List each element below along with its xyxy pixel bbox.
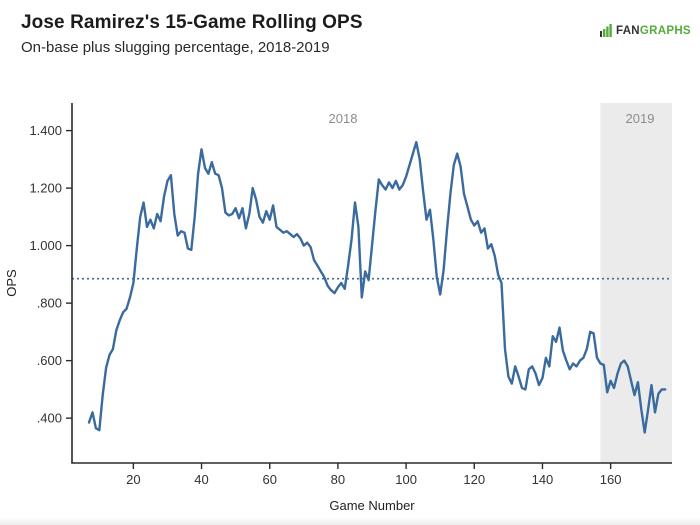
fangraphs-icon [600, 24, 612, 37]
svg-text:60: 60 [262, 472, 276, 487]
svg-text:.400: .400 [37, 411, 62, 426]
fangraphs-logo: FANGRAPHS [600, 24, 691, 37]
svg-text:1.200: 1.200 [29, 181, 62, 196]
rolling-ops-line [87, 140, 667, 434]
svg-text:.600: .600 [37, 353, 62, 368]
svg-text:.800: .800 [37, 296, 62, 311]
svg-text:1.000: 1.000 [29, 238, 62, 253]
svg-text:80: 80 [331, 472, 345, 487]
svg-text:140: 140 [532, 472, 554, 487]
annotation-2019: 2019 [626, 111, 655, 126]
x-axis-title: Game Number [329, 498, 415, 513]
chart-header: Jose Ramirez's 15-Game Rolling OPS On-ba… [21, 12, 363, 56]
page-bottom-edge [0, 517, 700, 525]
fangraphs-wordmark: FANGRAPHS [616, 25, 691, 37]
svg-text:1.400: 1.400 [29, 123, 62, 138]
y-axis-ticks: .400 .600 .800 1.000 1.200 1.400 [29, 123, 72, 426]
annotation-2018: 2018 [329, 111, 358, 126]
chart-area: 2018 2019 .400 .600 .800 1.000 1.200 1.400 20… [0, 86, 700, 519]
page-title: Jose Ramirez's 15-Game Rolling OPS [21, 12, 363, 33]
svg-text:100: 100 [395, 472, 417, 487]
svg-text:40: 40 [194, 472, 208, 487]
svg-text:20: 20 [126, 472, 140, 487]
page-subtitle: On-base plus slugging percentage, 2018-2… [21, 39, 330, 56]
svg-text:160: 160 [600, 472, 622, 487]
ops-line-chart: 2018 2019 .400 .600 .800 1.000 1.200 1.400 20… [4, 103, 672, 513]
logo-text-fan: FAN [616, 24, 640, 37]
season-2019-shaded-region [600, 103, 672, 463]
y-axis-title: OPS [4, 269, 19, 297]
logo-text-graphs: GRAPHS [639, 24, 691, 37]
x-axis-ticks: 20 40 60 80 100 120 140 160 [126, 463, 621, 487]
svg-text:120: 120 [463, 472, 485, 487]
